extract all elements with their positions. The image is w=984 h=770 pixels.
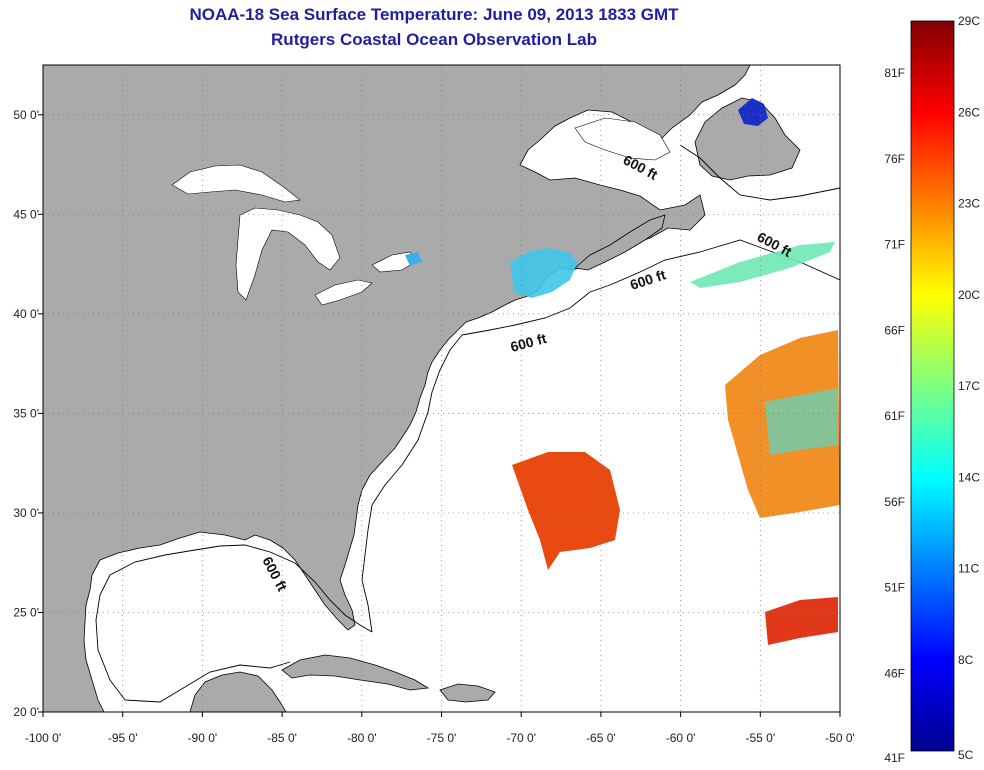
- land-yucatan: [189, 671, 287, 712]
- sst-swath-southeast: [765, 597, 838, 645]
- land-nova-scotia: [574, 214, 666, 271]
- lon-tick-label: -50 0': [825, 731, 855, 745]
- lon-tick-label: -85 0': [267, 731, 297, 745]
- gulf-st-lawrence: [574, 117, 671, 161]
- colorbar-celsius-label: 14C: [958, 470, 980, 484]
- lake-superior: [171, 164, 301, 203]
- lat-tick-label: 20 0': [13, 705, 39, 719]
- colorbar-fahrenheit-label: 56F: [884, 495, 905, 509]
- map-subtitle: Rutgers Coastal Ocean Observation Lab: [271, 30, 597, 49]
- colorbar-celsius-label: 11C: [958, 562, 979, 576]
- lon-tick-label: -90 0': [188, 731, 218, 745]
- colorbar-celsius-label: 29C: [958, 14, 980, 28]
- sst-swath-east-cool: [765, 388, 838, 455]
- bathymetry-600ft-contours: [95, 144, 840, 703]
- colorbar-fahrenheit-label: 41F: [884, 751, 905, 765]
- lon-tick-label: -95 0': [108, 731, 138, 745]
- colorbar-fahrenheit-label: 81F: [884, 66, 905, 80]
- sst-swath-lake: [405, 252, 422, 266]
- colorbar-celsius-label: 5C: [958, 748, 974, 762]
- land-hispaniola: [439, 683, 496, 703]
- colorbar-fahrenheit-label: 46F: [884, 666, 905, 680]
- land-north-america: [43, 65, 751, 712]
- colorbar-fahrenheit-label: 76F: [884, 152, 905, 166]
- sst-swath-scotian: [690, 242, 835, 288]
- lake-michigan-huron: [235, 207, 341, 301]
- colorbar-fahrenheit-label: 51F: [884, 581, 905, 595]
- colorbar-fahrenheit-label: 66F: [884, 323, 905, 337]
- lat-tick-label: 40 0': [13, 307, 39, 321]
- lon-tick-label: -80 0': [347, 731, 377, 745]
- lon-tick-label: -70 0': [506, 731, 536, 745]
- colorbar-celsius-label: 23C: [958, 197, 980, 211]
- map-title: NOAA-18 Sea Surface Temperature: June 09…: [189, 5, 679, 24]
- colorbar-fahrenheit-label: 61F: [884, 409, 905, 423]
- colorbar-celsius-label: 17C: [958, 379, 980, 393]
- lon-tick-label: -55 0': [745, 731, 775, 745]
- land-newfoundland: [694, 97, 801, 181]
- lon-tick-label: -75 0': [427, 731, 457, 745]
- colorbar: [910, 20, 955, 752]
- sst-swath-gulf-maine: [510, 248, 578, 298]
- lat-tick-label: 45 0': [13, 207, 39, 221]
- lat-tick-label: 50 0': [13, 108, 39, 122]
- land-cuba: [281, 654, 430, 691]
- colorbar-labels: 29C 81F 26C 76F 23C 71F 20C 66F 17C 61F 14C 56F 11C 5…: [884, 14, 980, 765]
- lon-tick-label: -100 0': [25, 731, 61, 745]
- colorbar-celsius-label: 8C: [958, 653, 974, 667]
- colorbar-fahrenheit-label: 71F: [884, 238, 905, 252]
- lat-tick-label: 25 0': [13, 605, 39, 619]
- lat-tick-label: 35 0': [13, 406, 39, 420]
- axis-ticks: -100 0' -95 0' -90 0' -85 0' -80 0' -75 0' -70…: [13, 108, 854, 745]
- lon-tick-label: -60 0': [666, 731, 696, 745]
- colorbar-celsius-label: 26C: [958, 105, 980, 119]
- colorbar-celsius-label: 20C: [958, 288, 980, 302]
- lat-tick-label: 30 0': [13, 506, 39, 520]
- lon-tick-label: -65 0': [586, 731, 616, 745]
- sst-swath-south-central: [512, 452, 620, 570]
